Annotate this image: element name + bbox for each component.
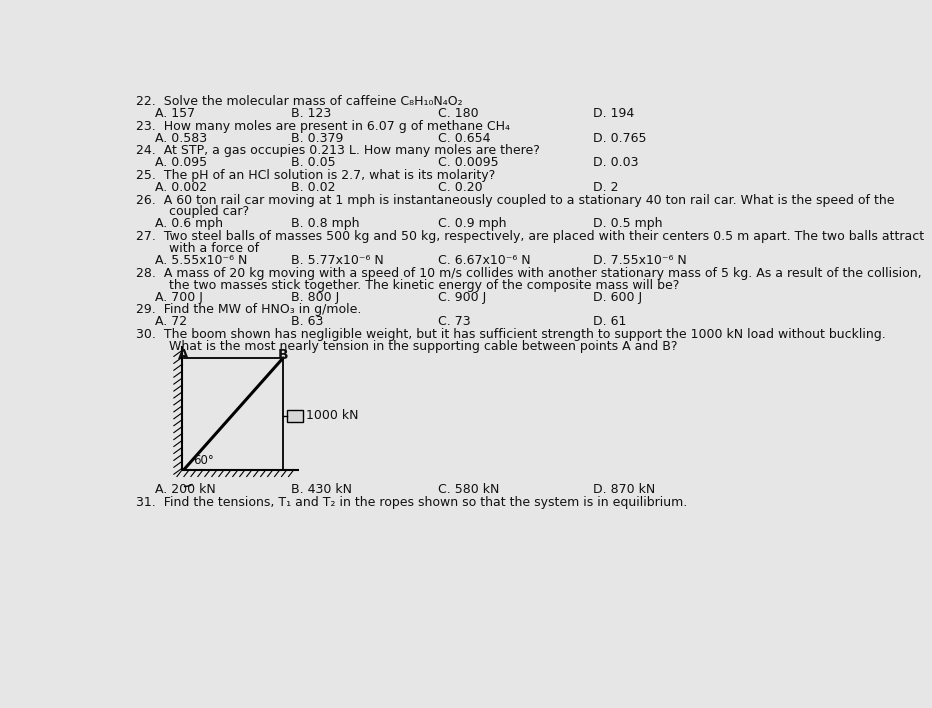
Text: D. 61: D. 61 xyxy=(593,315,626,329)
Text: A. 72: A. 72 xyxy=(156,315,187,329)
Text: coupled car?: coupled car? xyxy=(170,205,250,219)
Text: 27.  Two steel balls of masses 500 kg and 50 kg, respectively, are placed with t: 27. Two steel balls of masses 500 kg and… xyxy=(136,230,924,243)
Text: 26.  A 60 ton rail car moving at 1 mph is instantaneously coupled to a stationar: 26. A 60 ton rail car moving at 1 mph is… xyxy=(136,193,895,207)
Text: What is the most nearly tension in the supporting cable between points A and B?: What is the most nearly tension in the s… xyxy=(170,340,678,353)
Text: the two masses stick together. The kinetic energy of the composite mass will be?: the two masses stick together. The kinet… xyxy=(170,279,679,292)
Text: D. 0.5 mph: D. 0.5 mph xyxy=(593,217,663,230)
Text: A. 700 J: A. 700 J xyxy=(156,290,203,304)
Text: B. 63: B. 63 xyxy=(291,315,323,329)
Text: 1000 kN: 1000 kN xyxy=(306,409,358,423)
Text: D. 194: D. 194 xyxy=(593,107,635,120)
Text: 60°: 60° xyxy=(193,454,214,467)
Text: C. 0.0095: C. 0.0095 xyxy=(438,156,499,169)
Text: A: A xyxy=(178,348,188,362)
Text: C. 0.9 mph: C. 0.9 mph xyxy=(438,217,507,230)
Text: C. 6.67x10⁻⁶ N: C. 6.67x10⁻⁶ N xyxy=(438,254,530,267)
Text: B. 0.379: B. 0.379 xyxy=(291,132,343,144)
Text: B. 800 J: B. 800 J xyxy=(291,290,339,304)
Text: A. 0.6 mph: A. 0.6 mph xyxy=(156,217,224,230)
Bar xyxy=(287,410,303,422)
Text: A. 0.583: A. 0.583 xyxy=(156,132,208,144)
Text: B. 0.8 mph: B. 0.8 mph xyxy=(291,217,360,230)
Text: 28.  A mass of 20 kg moving with a speed of 10 m/s collides with another station: 28. A mass of 20 kg moving with a speed … xyxy=(136,267,922,280)
Text: A. 200 kN: A. 200 kN xyxy=(156,484,216,496)
Text: C. 900 J: C. 900 J xyxy=(438,290,487,304)
Text: 23.  How many moles are present in 6.07 g of methane CH₄: 23. How many moles are present in 6.07 g… xyxy=(136,120,510,132)
Text: A. 0.095: A. 0.095 xyxy=(156,156,208,169)
Text: 22.  Solve the molecular mass of caffeine C₈H₁₀N₄O₂: 22. Solve the molecular mass of caffeine… xyxy=(136,95,462,108)
Text: C. 0.20: C. 0.20 xyxy=(438,181,483,194)
Text: D. 870 kN: D. 870 kN xyxy=(593,484,655,496)
Text: D. 0.765: D. 0.765 xyxy=(593,132,647,144)
Text: with a force of: with a force of xyxy=(170,242,259,255)
Text: B. 123: B. 123 xyxy=(291,107,331,120)
Text: C. 180: C. 180 xyxy=(438,107,479,120)
Text: A. 157: A. 157 xyxy=(156,107,196,120)
Text: D. 0.03: D. 0.03 xyxy=(593,156,638,169)
Text: B: B xyxy=(278,348,288,362)
Text: 24.  At STP, a gas occupies 0.213 L. How many moles are there?: 24. At STP, a gas occupies 0.213 L. How … xyxy=(136,144,540,157)
Text: B. 0.05: B. 0.05 xyxy=(291,156,336,169)
Text: 30.  The boom shown has negligible weight, but it has sufficient strength to sup: 30. The boom shown has negligible weight… xyxy=(136,328,885,341)
Text: D. 2: D. 2 xyxy=(593,181,619,194)
Text: B. 5.77x10⁻⁶ N: B. 5.77x10⁻⁶ N xyxy=(291,254,384,267)
Text: 29.  Find the MW of HNO₃ in g/mole.: 29. Find the MW of HNO₃ in g/mole. xyxy=(136,303,362,316)
Text: D. 600 J: D. 600 J xyxy=(593,290,642,304)
Text: A. 5.55x10⁻⁶ N: A. 5.55x10⁻⁶ N xyxy=(156,254,248,267)
Text: B. 0.02: B. 0.02 xyxy=(291,181,336,194)
Text: A. 0.002: A. 0.002 xyxy=(156,181,208,194)
Text: 25.  The pH of an HCl solution is 2.7, what is its molarity?: 25. The pH of an HCl solution is 2.7, wh… xyxy=(136,169,495,182)
Text: C. 0.654: C. 0.654 xyxy=(438,132,490,144)
Text: C. 580 kN: C. 580 kN xyxy=(438,484,500,496)
Text: 31.  Find the tensions, T₁ and T₂ in the ropes shown so that the system is in eq: 31. Find the tensions, T₁ and T₂ in the … xyxy=(136,496,687,509)
Text: B. 430 kN: B. 430 kN xyxy=(291,484,352,496)
Text: D. 7.55x10⁻⁶ N: D. 7.55x10⁻⁶ N xyxy=(593,254,687,267)
Text: C. 73: C. 73 xyxy=(438,315,471,329)
